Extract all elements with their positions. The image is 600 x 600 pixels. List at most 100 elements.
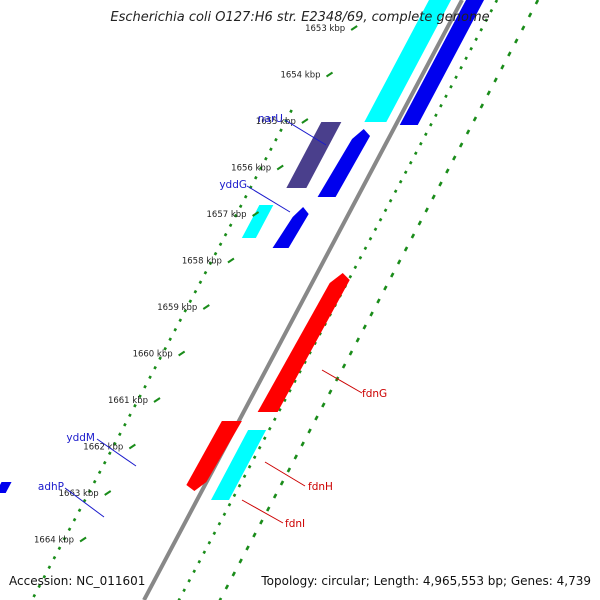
gc-dot-outer — [133, 403, 137, 408]
gc-dot-inner-far — [238, 558, 243, 564]
gc-dot-inner-far — [438, 181, 443, 187]
gc-dot-outer — [87, 489, 92, 494]
gc-dot-inner-far — [417, 220, 423, 226]
gc-dot-inner — [434, 113, 438, 118]
gc-dot-inner-far — [369, 311, 374, 317]
gc-dot-inner-far — [527, 12, 533, 18]
gc-dot-inner-far — [272, 493, 278, 499]
gc-dot-inner — [358, 255, 363, 260]
gc-dot-inner — [479, 27, 484, 32]
gene-fdnI-bar — [211, 430, 267, 500]
gc-dot-inner-far — [218, 597, 223, 600]
ruler-tick — [104, 490, 112, 496]
gc-dot-outer — [52, 555, 57, 560]
gc-dot-outer — [62, 536, 67, 541]
gc-dot-inner-far — [465, 129, 471, 135]
gc-dot-inner — [373, 227, 378, 232]
topology-text: Topology: circular; Length: 4,965,553 bp… — [261, 574, 591, 588]
gc-dot-inner-far — [396, 259, 402, 265]
gene-narU-bar — [286, 122, 342, 188]
gc-dot-inner — [403, 170, 408, 175]
gc-dot-outer — [107, 451, 112, 456]
gc-dot-inner — [408, 160, 413, 165]
gc-dot-outer — [183, 308, 188, 313]
gc-dot-inner — [298, 369, 302, 374]
gc-dot-inner — [454, 75, 458, 80]
gene-label-narU: narU — [258, 113, 283, 125]
gene-label-leader — [64, 487, 105, 518]
gc-dot-inner — [484, 18, 489, 23]
gc-dot-outer — [213, 251, 218, 256]
backbone-line — [142, 0, 464, 600]
gene-label-yddM: yddM — [66, 432, 95, 444]
gc-dot-outer — [168, 337, 173, 342]
gc-dot-outer — [233, 213, 238, 218]
gc-dot-outer — [264, 156, 268, 161]
gene-label-leader — [321, 369, 363, 394]
cds-cyan-top — [364, 0, 451, 122]
backbone-track — [142, 0, 464, 600]
gc-dot-outer — [274, 137, 278, 142]
kbp-ruler: 1653 kbp 1654 kbp 1655 kbp 1656 kbp 1657 kbp… — [34, 24, 358, 546]
gc-dot-inner — [217, 521, 222, 526]
ruler-tick-label: 1653 kbp — [305, 24, 345, 34]
gc-dot-outer — [143, 384, 147, 389]
gc-dot-outer — [97, 470, 102, 475]
gc-dot-outer — [123, 422, 127, 427]
gc-dot-inner-far — [458, 142, 464, 148]
gc-dot-inner — [182, 588, 186, 593]
gc-dot-outer — [223, 232, 228, 237]
gc-dot-outer — [228, 223, 233, 228]
gc-dot-outer — [47, 565, 52, 570]
gc-dot-inner-far — [403, 246, 409, 252]
gc-dot-inner-far — [314, 415, 319, 421]
gc-dot-inner-far — [479, 103, 485, 109]
ruler-tick — [276, 164, 284, 171]
gc-dot-outer — [67, 527, 72, 532]
gc-dot-inner — [413, 151, 418, 156]
gc-dot-outer — [188, 299, 193, 304]
gc-dot-inner — [247, 464, 252, 469]
feature-tracks — [0, 0, 484, 500]
gc-dot-inner-far — [520, 25, 526, 31]
gc-dot-inner — [283, 398, 287, 403]
gc-dot-outer — [153, 365, 157, 370]
gc-dot-inner — [262, 436, 267, 441]
ruler-tick-label: 1655 kbp — [256, 117, 296, 127]
gc-dot-inner-far — [266, 506, 271, 512]
gene-label-fdnH: fdnH — [308, 481, 333, 493]
cds-blue-narU — [317, 129, 371, 197]
gc-dot-inner-far — [500, 64, 505, 70]
gc-skew-dotted-tracks — [32, 0, 540, 600]
gene-yddG-bar — [241, 205, 274, 238]
ruler-tick-label: 1663 kbp — [59, 489, 99, 499]
gene-fdnH-bar — [186, 421, 242, 491]
gc-dot-inner — [393, 189, 398, 194]
gc-dot-outer — [238, 204, 243, 209]
gc-dot-inner — [459, 65, 463, 70]
gc-dot-outer — [289, 109, 293, 114]
gc-dot-inner-far — [362, 324, 367, 330]
gc-dot-inner-far — [307, 428, 312, 434]
gc-dot-inner-far — [383, 285, 388, 291]
gc-dot-outer — [218, 242, 223, 247]
gc-dot-inner-far — [410, 233, 416, 239]
gc-dot-inner-far — [321, 402, 326, 408]
gc-dot-outer — [193, 289, 198, 294]
accession-text: Accession: NC_011601 — [9, 574, 146, 588]
gc-dot-outer — [279, 128, 283, 133]
gc-dot-inner-far — [534, 0, 540, 5]
gc-dot-inner-far — [507, 51, 512, 57]
gc-dot-inner — [267, 426, 272, 431]
ruler-tick-label: 1658 kbp — [182, 257, 222, 267]
gc-dot-inner-far — [390, 272, 395, 278]
ruler-tick — [153, 397, 161, 403]
gc-dot-inner — [308, 350, 312, 355]
gc-dot-inner-far — [279, 480, 285, 486]
ruler-tick-label: 1659 kbp — [157, 303, 197, 313]
gc-dot-inner-far — [445, 168, 450, 174]
gc-dot-inner — [257, 445, 262, 450]
gc-dot-inner — [363, 246, 368, 251]
gc-dot-inner-far — [355, 337, 361, 343]
gc-dot-inner-far — [293, 454, 298, 460]
